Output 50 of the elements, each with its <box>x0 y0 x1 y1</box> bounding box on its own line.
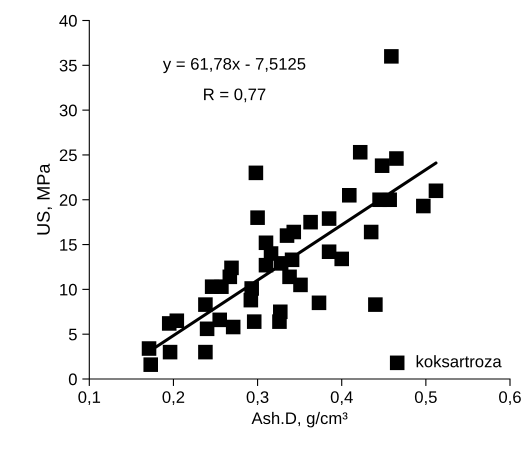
x-tick-label: 0,4 <box>330 391 353 406</box>
point <box>273 304 288 320</box>
y-tick-label: 25 <box>60 149 77 162</box>
point <box>250 210 265 225</box>
annotation: R = 0,77 <box>204 88 266 102</box>
point <box>282 270 297 284</box>
point <box>200 322 214 336</box>
point <box>198 344 213 360</box>
point <box>280 228 294 243</box>
point <box>322 211 336 226</box>
point <box>212 312 227 328</box>
point <box>416 198 431 214</box>
y-tick-label: 15 <box>60 239 77 251</box>
y-tick-label: 35 <box>60 60 77 72</box>
y-tick-label: 40 <box>59 14 77 27</box>
x-tick-label: 0,6 <box>499 391 521 406</box>
point <box>198 297 213 312</box>
point <box>374 158 390 173</box>
x-tick-label: 0,5 <box>414 391 437 406</box>
point <box>248 166 264 180</box>
point <box>170 313 184 328</box>
point <box>389 151 404 166</box>
y-tick-label: 0 <box>68 373 77 386</box>
point <box>364 224 378 240</box>
y-tick-label: 10 <box>60 284 77 296</box>
y-tick-label: 5 <box>68 328 77 340</box>
y-axis-title: US, MPa <box>37 164 52 234</box>
point <box>342 188 357 203</box>
y-tick-label: 30 <box>60 104 77 116</box>
point <box>143 357 158 372</box>
point <box>352 144 368 160</box>
point <box>368 297 383 312</box>
point <box>162 344 178 360</box>
point <box>226 320 240 334</box>
point <box>428 184 444 198</box>
annotation: y = 61,78x - 7,5125 <box>162 58 306 74</box>
point <box>246 314 262 329</box>
point <box>334 252 350 266</box>
point <box>312 296 326 310</box>
point <box>384 49 399 64</box>
point <box>303 214 318 230</box>
x-tick-label: 0,1 <box>78 391 100 406</box>
point <box>214 279 229 294</box>
x-tick-label: 0,2 <box>162 391 184 406</box>
x-axis-title: Ash.D, g/cm³ <box>252 412 348 428</box>
point <box>258 258 274 272</box>
point <box>322 244 336 260</box>
legend-label: koksartroza <box>416 355 502 368</box>
x-tick-label: 0,3 <box>246 391 268 406</box>
y-tick-label: 20 <box>60 194 77 206</box>
